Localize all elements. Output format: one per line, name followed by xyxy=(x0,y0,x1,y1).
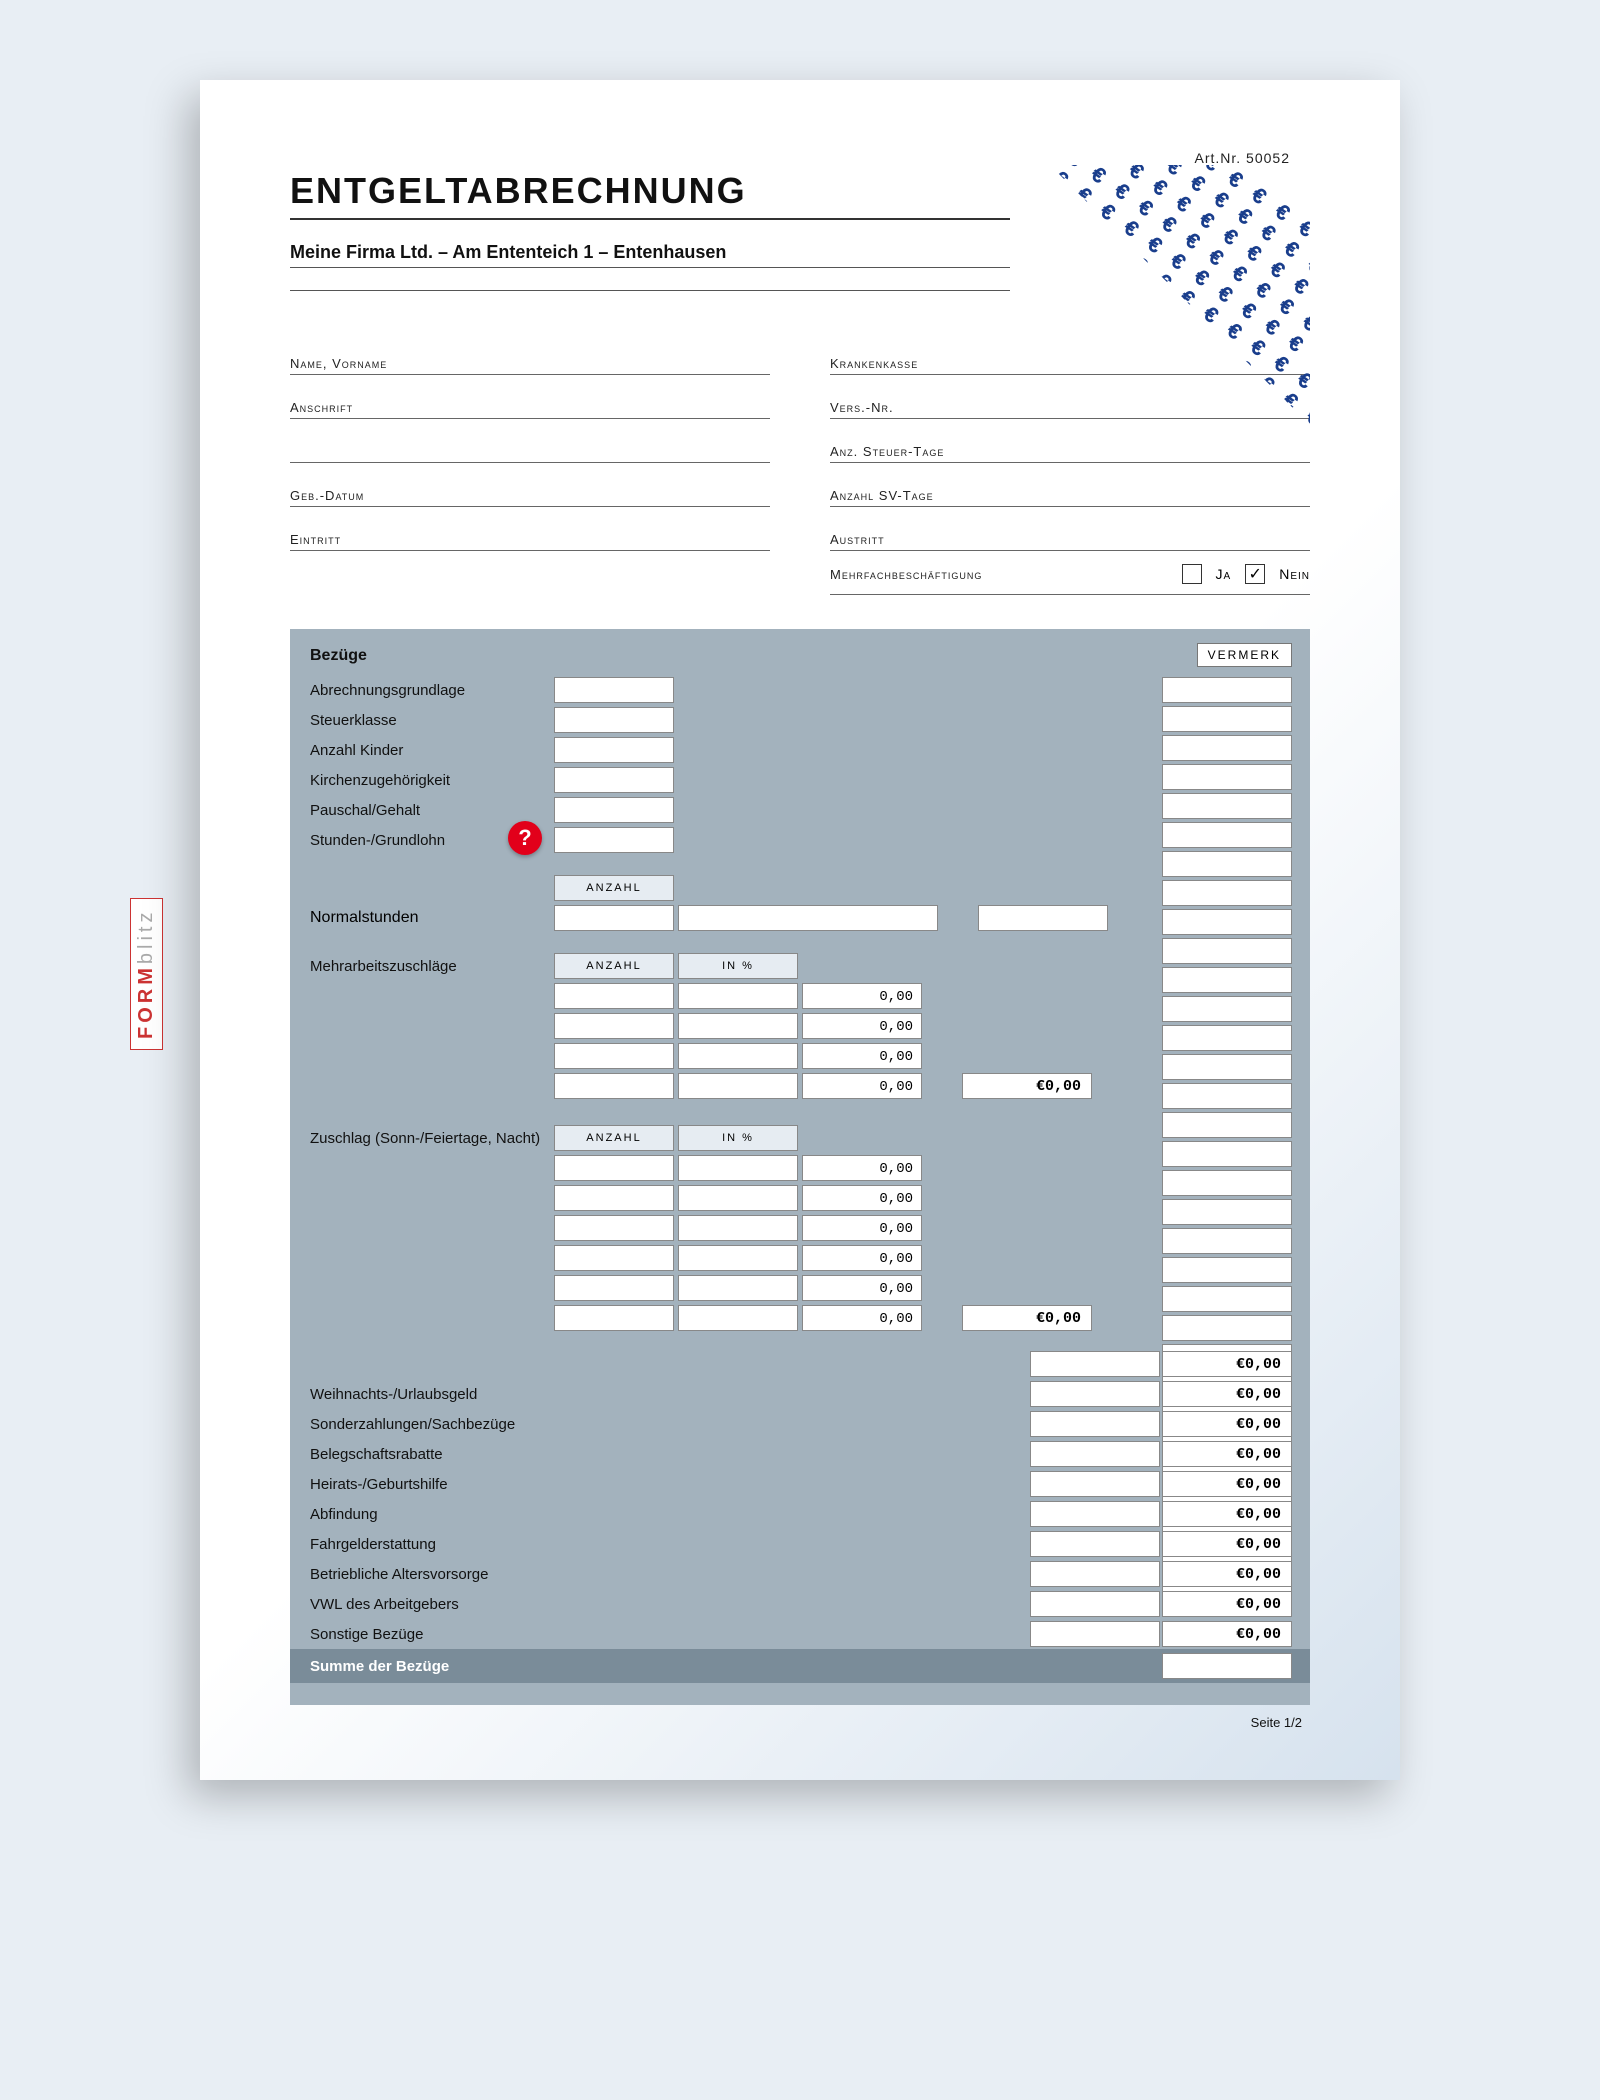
vermerk-slot[interactable] xyxy=(1162,735,1292,761)
field-svtage: Anzahl SV-Tage xyxy=(830,469,1310,507)
title-rule xyxy=(290,218,1010,220)
help-icon[interactable]: ? xyxy=(508,821,542,855)
extra-row: Weihnachts-/Urlaubsgeld€0,00 xyxy=(290,1379,1310,1409)
company-address: Meine Firma Ltd. – Am Ententeich 1 – Ent… xyxy=(290,242,1310,263)
mehrarbeit-header: Mehrarbeitszuschläge ANZAHL IN % xyxy=(290,951,1310,981)
extra-row: €0,00 xyxy=(290,1349,1310,1379)
extra-row: VWL des Arbeitgebers€0,00 xyxy=(290,1589,1310,1619)
vermerk-slot[interactable] xyxy=(1162,706,1292,732)
mehrarbeit-row: 0,00 xyxy=(290,1041,1310,1071)
vermerk-header: VERMERK xyxy=(1197,643,1292,667)
vermerk-slot[interactable] xyxy=(1162,967,1292,993)
field-mehrfach: Mehrfachbeschäftigung Ja ✓ Nein xyxy=(830,557,1310,595)
extra-row: Sonstige Bezüge€0,00 xyxy=(290,1619,1310,1649)
field-geb: Geb.-Datum xyxy=(290,469,770,507)
zuschlag-total: €0,00 xyxy=(962,1305,1092,1331)
field-name: Name, Vorname xyxy=(290,337,770,375)
input-box[interactable] xyxy=(554,707,674,733)
employee-fields: Name, Vorname Anschrift Geb.-Datum Eintr… xyxy=(290,337,1310,601)
input-box[interactable] xyxy=(554,677,674,703)
vermerk-slot[interactable] xyxy=(1162,996,1292,1022)
vermerk-slot[interactable] xyxy=(1162,1286,1292,1312)
input-box[interactable] xyxy=(554,905,674,931)
zuschlag-row: 0,00 xyxy=(290,1213,1310,1243)
row-pauschal: Pauschal/Gehalt xyxy=(290,795,1310,825)
vermerk-slot[interactable] xyxy=(1162,1257,1292,1283)
input-box[interactable] xyxy=(678,905,938,931)
anzahl-header-row: ANZAHL xyxy=(290,873,1310,903)
payroll-form-page: Art.Nr. 50052 € € € € € € € € € € € € € … xyxy=(200,80,1400,1780)
vermerk-slot[interactable] xyxy=(1162,793,1292,819)
mehrarbeit-row: 0,00 xyxy=(290,981,1310,1011)
sum-row: Summe der Bezüge xyxy=(290,1649,1310,1683)
mehrarbeit-total: €0,00 xyxy=(962,1073,1092,1099)
input-box[interactable] xyxy=(554,767,674,793)
input-box[interactable] xyxy=(554,797,674,823)
formblitz-logo: FORMblitz xyxy=(130,898,163,1050)
field-anschrift: Anschrift xyxy=(290,381,770,419)
zuschlag-row: 0,00 xyxy=(290,1243,1310,1273)
company-rule xyxy=(290,267,1010,268)
vermerk-slot[interactable] xyxy=(1162,764,1292,790)
field-kk: Krankenkasse xyxy=(830,337,1310,375)
left-column: Name, Vorname Anschrift Geb.-Datum Eintr… xyxy=(290,337,770,601)
anzahl-header: ANZAHL xyxy=(554,875,674,901)
bezuege-header: Bezüge xyxy=(310,647,367,665)
page-title: ENTGELTABRECHNUNG xyxy=(290,170,1310,212)
row-normalstunden: Normalstunden xyxy=(290,903,1310,933)
vermerk-slot[interactable] xyxy=(1162,1083,1292,1109)
extra-row: Sonderzahlungen/Sachbezüge€0,00 xyxy=(290,1409,1310,1439)
bezuege-panel: Bezüge VERMERK xyxy=(290,629,1310,1705)
field-eintritt: Eintritt xyxy=(290,513,770,551)
extra-row: Belegschaftsrabatte€0,00 xyxy=(290,1439,1310,1469)
extras-list: €0,00 Weihnachts-/Urlaubsgeld€0,00 Sonde… xyxy=(290,1349,1310,1649)
page-number: Seite 1/2 xyxy=(290,1715,1310,1730)
row-abrechnungsgrundlage: Abrechnungsgrundlage xyxy=(290,675,1310,705)
input-box[interactable] xyxy=(978,905,1108,931)
zuschlag-row: 0,00 xyxy=(290,1183,1310,1213)
vermerk-slot[interactable] xyxy=(1162,1170,1292,1196)
vermerk-slot[interactable] xyxy=(1162,1025,1292,1051)
vermerk-slot[interactable] xyxy=(1162,677,1292,703)
vermerk-slot[interactable] xyxy=(1162,938,1292,964)
zuschlag-row: 0,00 xyxy=(290,1273,1310,1303)
checkbox-nein[interactable]: ✓ xyxy=(1245,564,1265,584)
row-steuerklasse: Steuerklasse xyxy=(290,705,1310,735)
zuschlag-row: 0,00 €0,00 xyxy=(290,1303,1310,1333)
article-number: Art.Nr. 50052 xyxy=(1195,150,1291,166)
extra-row: Heirats-/Geburtshilfe€0,00 xyxy=(290,1469,1310,1499)
field-versnr: Vers.-Nr. xyxy=(830,381,1310,419)
row-stundenlohn: Stunden-/Grundlohn ? xyxy=(290,825,1310,855)
field-anschrift-2 xyxy=(290,425,770,463)
row-kinder: Anzahl Kinder xyxy=(290,735,1310,765)
input-box[interactable] xyxy=(554,737,674,763)
vermerk-slot[interactable] xyxy=(1162,1141,1292,1167)
field-austritt: Austritt xyxy=(830,513,1310,551)
vermerk-slot[interactable] xyxy=(1162,1228,1292,1254)
mehrarbeit-row: 0,00 €0,00 xyxy=(290,1071,1310,1101)
vermerk-slot[interactable] xyxy=(1162,1054,1292,1080)
vermerk-slot[interactable] xyxy=(1162,1112,1292,1138)
row-kirche: Kirchenzugehörigkeit xyxy=(290,765,1310,795)
extra-row: Fahrgelderstattung€0,00 xyxy=(290,1529,1310,1559)
zuschlag-header: Zuschlag (Sonn-/Feiertage, Nacht) ANZAHL… xyxy=(290,1123,1310,1153)
vermerk-slot[interactable] xyxy=(1162,909,1292,935)
sum-value xyxy=(1162,1653,1292,1679)
vermerk-slot[interactable] xyxy=(1162,1315,1292,1341)
blank-rule xyxy=(290,290,1010,291)
input-box[interactable] xyxy=(554,827,674,853)
vermerk-slot[interactable] xyxy=(1162,1199,1292,1225)
field-steuertage: Anz. Steuer-Tage xyxy=(830,425,1310,463)
zuschlag-row: 0,00 xyxy=(290,1153,1310,1183)
mehrarbeit-row: 0,00 xyxy=(290,1011,1310,1041)
extra-row: Betriebliche Altersvorsorge€0,00 xyxy=(290,1559,1310,1589)
extra-row: Abfindung€0,00 xyxy=(290,1499,1310,1529)
right-column: Krankenkasse Vers.-Nr. Anz. Steuer-Tage … xyxy=(830,337,1310,601)
vermerk-slot[interactable] xyxy=(1162,880,1292,906)
checkbox-ja[interactable] xyxy=(1182,564,1202,584)
